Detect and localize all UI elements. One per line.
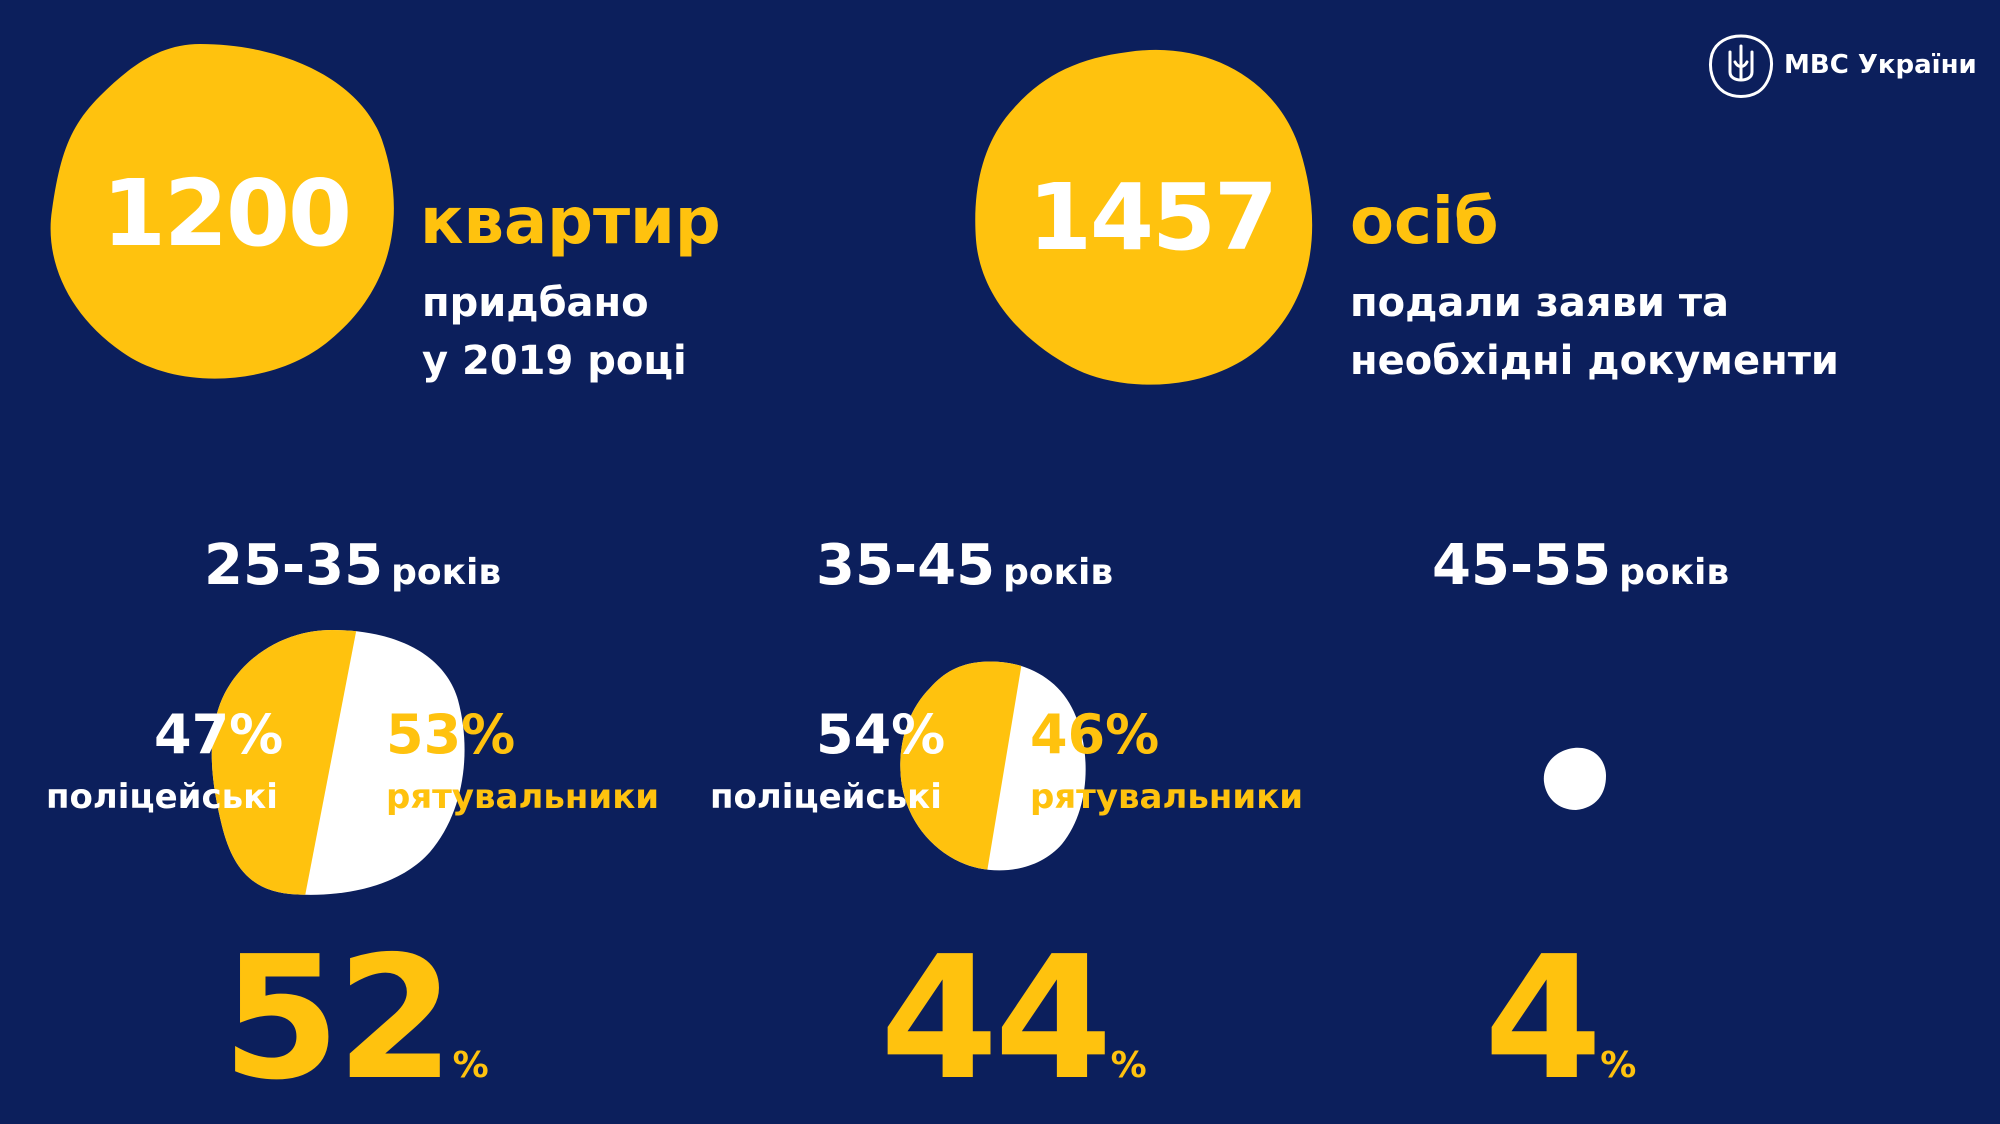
share-25-35: 52% — [222, 934, 489, 1104]
logo-text: МВС України — [1784, 50, 1977, 80]
share-45-55-percent-sign: % — [1600, 1045, 1637, 1086]
stat-blob-1200 — [50, 44, 394, 379]
pie-25-35-rescuers-pct: 53% — [386, 703, 516, 766]
pie-35-45-rescuers-label: рятувальники — [1030, 777, 1304, 817]
age-range-25-35: 25-35 — [204, 533, 384, 598]
stat-apartments-desc-line-2: у 2019 році — [422, 338, 687, 384]
stat-persons-value: 1457 — [1027, 164, 1278, 271]
pie-45-55-blob — [1543, 747, 1606, 810]
stat-persons-desc-line-2: необхідні документи — [1350, 338, 1839, 384]
age-range-35-45: 35-45 — [816, 533, 996, 598]
share-25-35-percent-sign: % — [452, 1045, 489, 1086]
share-35-45-percent-sign: % — [1110, 1045, 1147, 1086]
age-range-45-55: 45-55 — [1432, 533, 1612, 598]
pie-25-35-police-pct: 47% — [154, 703, 284, 766]
share-25-35-value: 52 — [222, 920, 455, 1118]
stat-apartments-unit: квартир — [420, 185, 721, 259]
trident-emblem-icon — [1709, 34, 1773, 98]
pie-35-45-police-label: поліцейські — [710, 777, 942, 817]
stat-blob-1457 — [975, 49, 1313, 385]
stat-persons-desc-line-1: подали заяви та — [1350, 280, 1730, 326]
pie-35-45-police-pct: 54% — [816, 703, 946, 766]
stat-persons-unit: осіб — [1350, 185, 1499, 259]
share-35-45-value: 44 — [880, 920, 1113, 1118]
pie-25-35 — [211, 630, 465, 895]
age-unit-25-35: років — [391, 552, 502, 593]
share-45-55: 4% — [1484, 934, 1636, 1104]
stat-apartments-desc-line-1: придбано — [422, 280, 649, 326]
age-unit-45-55: років — [1619, 552, 1730, 593]
share-45-55-value: 4 — [1484, 920, 1602, 1118]
age-header-25-35: 25-35 років — [204, 538, 501, 594]
age-header-35-45: 35-45 років — [816, 538, 1113, 594]
age-unit-35-45: років — [1003, 552, 1114, 593]
pie-35-45 — [900, 661, 1086, 871]
logo: МВС України — [1708, 32, 1977, 98]
share-35-45: 44% — [880, 934, 1147, 1104]
pie-25-35-rescuers-label: рятувальники — [386, 777, 660, 817]
pie-25-35-slice-police — [211, 630, 359, 895]
pie-25-35-police-label: поліцейські — [46, 777, 278, 817]
age-header-45-55: 45-55 років — [1432, 538, 1729, 594]
stat-apartments-value: 1200 — [101, 160, 352, 267]
pie-35-45-rescuers-pct: 46% — [1030, 703, 1160, 766]
